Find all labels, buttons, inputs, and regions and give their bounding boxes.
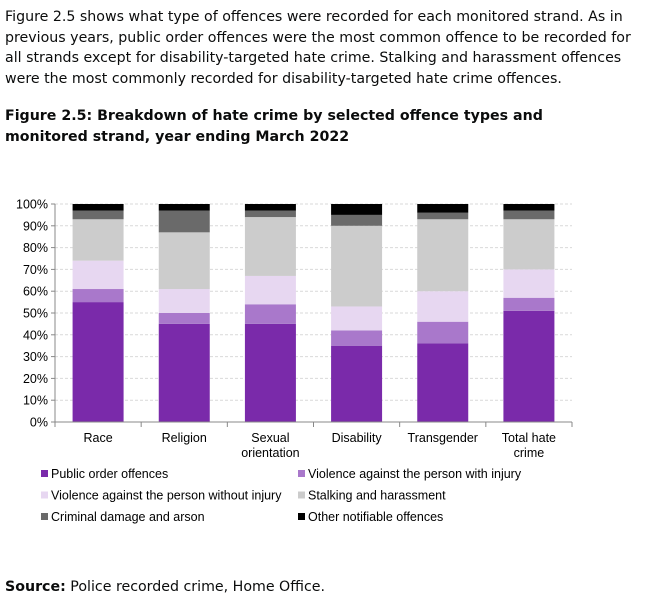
- y-tick-label: 70%: [23, 263, 48, 277]
- bar-disability-violence-against-the-person-without-injury: [331, 306, 383, 331]
- bar-religion-public-order-offences: [158, 323, 210, 422]
- bar-sexual-orientation-violence-against-the-person-with-injury: [244, 304, 296, 324]
- bar-total-hate-crime-other-notifiable-offences: [503, 204, 555, 211]
- y-tick-label: 0%: [30, 416, 48, 430]
- bar-race-violence-against-the-person-without-injury: [72, 260, 124, 290]
- legend-swatch-violence-against-the-person-without-injury: [41, 491, 48, 499]
- bar-race-public-order-offences: [72, 302, 124, 422]
- bars: [72, 204, 555, 422]
- legend-swatch-violence-against-the-person-with-injury: [298, 470, 305, 477]
- x-tick-label: Disability: [332, 431, 383, 445]
- bar-transgender-other-notifiable-offences: [417, 204, 469, 213]
- stacked-bar-chart: 0% 10% 20% 30% 40% 50% 60% 70% 80% 90% 100% Race Rel…: [16, 198, 573, 524]
- bar-sexual-orientation-other-notifiable-offences: [244, 204, 296, 211]
- bar-total-hate-crime-stalking-and-harassment: [503, 219, 555, 270]
- legend-swatch-criminal-damage-and-arson: [41, 513, 48, 520]
- x-tick-label: Total hate crime: [502, 431, 556, 460]
- bar-race-other-notifiable-offences: [72, 204, 124, 211]
- bar-total-hate-crime-violence-against-the-person-with-injury: [503, 297, 555, 311]
- legend-label: Stalking and harassment: [308, 489, 446, 503]
- y-tick-label: 40%: [23, 328, 48, 342]
- bar-sexual-orientation-public-order-offences: [244, 323, 296, 422]
- legend-label: Violence against the person with injury: [308, 467, 522, 481]
- y-tick-label: 30%: [23, 350, 48, 364]
- bar-disability-stalking-and-harassment: [331, 225, 383, 307]
- bar-sexual-orientation-stalking-and-harassment: [244, 217, 296, 276]
- x-tick-label: Religion: [162, 431, 207, 445]
- legend-label: Other notifiable offences: [308, 510, 443, 524]
- bar-transgender-violence-against-the-person-without-injury: [417, 291, 469, 322]
- bar-race-violence-against-the-person-with-injury: [72, 289, 124, 303]
- y-tick-label: 20%: [23, 372, 48, 386]
- bar-disability-public-order-offences: [331, 345, 383, 422]
- bar-religion-criminal-damage-and-arson: [158, 210, 210, 233]
- y-tick-label: 90%: [23, 219, 48, 233]
- bar-disability-other-notifiable-offences: [331, 204, 383, 215]
- bar-transgender-violence-against-the-person-with-injury: [417, 321, 469, 344]
- gridlines: [55, 203, 572, 401]
- source-label: Source:: [5, 579, 66, 595]
- legend-swatch-public-order-offences: [41, 470, 48, 477]
- y-tick-label: 80%: [23, 241, 48, 255]
- bar-religion-violence-against-the-person-with-injury: [158, 313, 210, 324]
- legend-label: Violence against the person without inju…: [51, 489, 282, 503]
- x-tick-label: Sexual orientation: [241, 431, 299, 460]
- legend-swatch-other-notifiable-offences: [298, 513, 305, 520]
- y-tick-label: 100%: [16, 198, 48, 212]
- bar-total-hate-crime-public-order-offences: [503, 310, 555, 422]
- bar-sexual-orientation-violence-against-the-person-without-injury: [244, 275, 296, 305]
- bar-transgender-stalking-and-harassment: [417, 219, 469, 292]
- intro-paragraph: Figure 2.5 shows what type of offences w…: [5, 9, 631, 87]
- bar-total-hate-crime-violence-against-the-person-without-injury: [503, 269, 555, 298]
- y-tick-label: 10%: [23, 394, 48, 408]
- legend-label: Public order offences: [51, 467, 168, 481]
- bar-religion-stalking-and-harassment: [158, 232, 210, 290]
- legend-swatch-stalking-and-harassment: [298, 491, 305, 499]
- bar-race-stalking-and-harassment: [72, 219, 124, 261]
- bar-disability-violence-against-the-person-with-injury: [331, 330, 383, 346]
- bar-total-hate-crime-criminal-damage-and-arson: [503, 210, 555, 220]
- bar-sexual-orientation-criminal-damage-and-arson: [244, 210, 296, 218]
- figure-title: Figure 2.5: Breakdown of hate crime by s…: [5, 108, 543, 145]
- x-tick-label: Transgender: [408, 431, 478, 445]
- axes: 0% 10% 20% 30% 40% 50% 60% 70% 80% 90% 100% Race Rel…: [16, 198, 573, 460]
- source-note: Source: Police recorded crime, Home Offi…: [5, 577, 325, 597]
- bar-transgender-criminal-damage-and-arson: [417, 212, 469, 220]
- source-text: Police recorded crime, Home Office.: [65, 579, 325, 595]
- x-tick-label: Race: [83, 431, 112, 445]
- bar-religion-other-notifiable-offences: [158, 204, 210, 211]
- y-tick-label: 60%: [23, 285, 48, 299]
- legend-label: Criminal damage and arson: [51, 510, 205, 524]
- bar-race-criminal-damage-and-arson: [72, 210, 124, 220]
- y-tick-label: 50%: [23, 307, 48, 321]
- bar-religion-violence-against-the-person-without-injury: [158, 289, 210, 313]
- bar-transgender-public-order-offences: [417, 343, 469, 422]
- bar-disability-criminal-damage-and-arson: [331, 214, 383, 226]
- legend: Public order offences Violence against th…: [41, 467, 522, 524]
